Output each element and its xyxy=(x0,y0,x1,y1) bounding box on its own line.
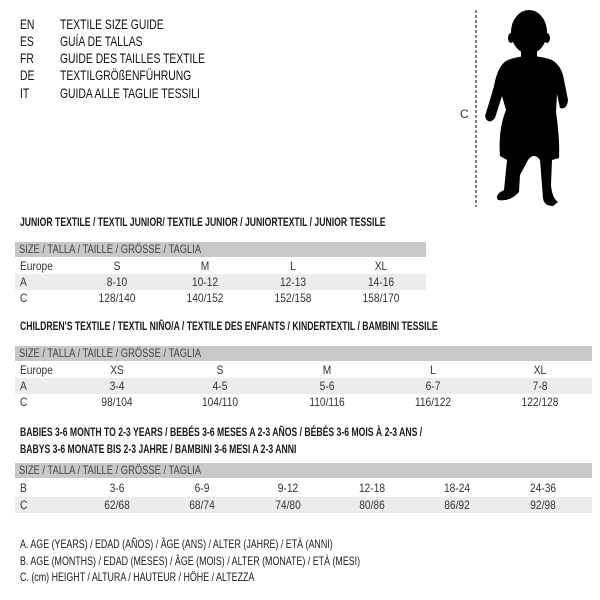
row-label: C xyxy=(20,291,28,305)
table-cell: 9-12 xyxy=(277,481,299,495)
table-cell: 128/140 xyxy=(98,291,136,305)
row-label: C xyxy=(20,498,28,512)
table-cell: 68/74 xyxy=(189,498,215,512)
table-cell: 104/110 xyxy=(201,395,239,409)
table-cell: 6-7 xyxy=(425,379,441,393)
table-cell: 5-6 xyxy=(319,379,335,393)
table-cell: S xyxy=(216,363,224,377)
table-cell: 122/128 xyxy=(521,395,559,409)
language-title: GUIDE DES TAILLES TEXTILE xyxy=(60,50,206,66)
row-label: Europe xyxy=(20,259,53,273)
row-label: B xyxy=(20,481,27,495)
table-cell: 110/116 xyxy=(309,395,345,409)
table-row: C 62/68 68/74 74/80 80/86 86/92 92/98 xyxy=(15,497,592,513)
table-cell: M xyxy=(322,363,332,377)
table-cell: L xyxy=(290,259,296,273)
row-label: A xyxy=(20,379,27,393)
language-title: GUÍA DE TALLAS xyxy=(60,33,143,49)
table-cell: 10-12 xyxy=(191,275,219,289)
language-title: TEXTILE SIZE GUIDE xyxy=(60,16,164,32)
table-cell: 62/68 xyxy=(104,498,130,512)
language-code: FR xyxy=(20,50,34,66)
legend-a: A. AGE (YEARS) / EDAD (AÑOS) / ÂGE (ANS)… xyxy=(20,537,333,551)
table-row: A 8-10 10-12 12-13 14-16 xyxy=(15,274,426,290)
babies-title-line2: BABYS 3-6 MONATE BIS 2-3 JAHRE / BAMBINI… xyxy=(20,442,297,456)
children-title: CHILDREN'S TEXTILE / TEXTIL NIÑO/A / TEX… xyxy=(20,319,438,333)
legend-c: C. (cm) HEIGHT / ALTURA / HAUTEUR / HÖHE… xyxy=(20,570,255,584)
table-cell: 12-13 xyxy=(279,275,307,289)
table-cell: 24-36 xyxy=(529,481,557,495)
child-silhouette-icon xyxy=(475,10,568,207)
height-label: C xyxy=(460,107,469,121)
table-cell: 98/104 xyxy=(101,395,133,409)
size-header-label: SIZE / TALLA / TAILLE / GRÖSSE / TAGLIA xyxy=(19,242,202,256)
table-cell: 3-4 xyxy=(109,379,125,393)
table-cell: XS xyxy=(110,363,124,377)
table-cell: 152/158 xyxy=(274,291,312,305)
row-label: C xyxy=(20,395,28,409)
junior-title: JUNIOR TEXTILE / TEXTIL JUNIOR/ TEXTILE … xyxy=(20,215,386,229)
table-cell: XL xyxy=(533,363,547,377)
table-row: Europe S M L XL xyxy=(15,258,426,274)
table-cell: M xyxy=(200,259,210,273)
language-code: DE xyxy=(20,67,35,83)
table-row: Europe XS S M L XL xyxy=(15,362,592,378)
table-cell: 86/92 xyxy=(444,498,470,512)
table-row: C 98/104 104/110 110/116 116/122 122/128 xyxy=(15,394,592,410)
table-cell: 80/86 xyxy=(359,498,385,512)
table-cell: 140/152 xyxy=(186,291,224,305)
table-cell: S xyxy=(113,259,121,273)
table-cell: 12-18 xyxy=(358,481,386,495)
junior-size-header: SIZE / TALLA / TAILLE / GRÖSSE / TAGLIA xyxy=(15,242,426,257)
table-cell: 4-5 xyxy=(212,379,228,393)
language-title: TEXTILGRÖßENFÜHRUNG xyxy=(60,67,192,83)
children-size-header: SIZE / TALLA / TAILLE / GRÖSSE / TAGLIA xyxy=(15,346,592,361)
row-label: Europe xyxy=(20,363,53,377)
table-row: B 3-6 6-9 9-12 12-18 18-24 24-36 xyxy=(15,480,592,496)
language-code: ES xyxy=(20,33,34,49)
size-header-label: SIZE / TALLA / TAILLE / GRÖSSE / TAGLIA xyxy=(19,463,202,477)
table-cell: 116/122 xyxy=(414,395,452,409)
babies-size-header: SIZE / TALLA / TAILLE / GRÖSSE / TAGLIA xyxy=(15,463,592,478)
table-row: C 128/140 140/152 152/158 158/170 xyxy=(15,290,426,306)
table-cell: 18-24 xyxy=(443,481,471,495)
table-cell: 8-10 xyxy=(106,275,128,289)
table-cell: XL xyxy=(374,259,388,273)
table-cell: L xyxy=(430,363,436,377)
language-title: GUIDA ALLE TAGLIE TESSILI xyxy=(60,85,200,101)
table-cell: 92/98 xyxy=(530,498,556,512)
table-cell: 6-9 xyxy=(194,481,210,495)
size-header-label: SIZE / TALLA / TAILLE / GRÖSSE / TAGLIA xyxy=(19,346,202,360)
babies-title-line1: BABIES 3-6 MONTH TO 2-3 YEARS / BEBÉS 3-… xyxy=(20,425,423,439)
language-code: IT xyxy=(20,85,30,101)
table-cell: 158/170 xyxy=(362,291,400,305)
row-label: A xyxy=(20,275,27,289)
table-cell: 14-16 xyxy=(367,275,395,289)
table-cell: 7-8 xyxy=(532,379,548,393)
table-cell: 3-6 xyxy=(109,481,125,495)
legend-b: B. AGE (MONTHS) / EDAD (MESES) / ÂGE (MO… xyxy=(20,554,361,568)
table-row: A 3-4 4-5 5-6 6-7 7-8 xyxy=(15,378,592,394)
table-cell: 74/80 xyxy=(275,498,301,512)
language-code: EN xyxy=(20,16,35,32)
